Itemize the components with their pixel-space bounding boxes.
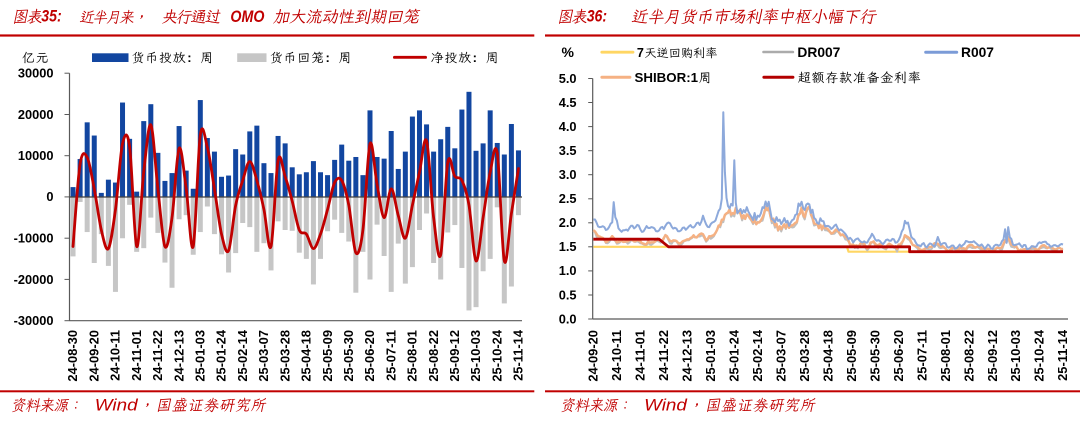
svg-text:-30000: -30000 — [14, 313, 54, 328]
svg-text:24-08-30: 24-08-30 — [65, 330, 80, 382]
svg-text:R007: R007 — [961, 45, 994, 60]
svg-text:3.0: 3.0 — [559, 167, 577, 182]
svg-text:10000: 10000 — [18, 148, 54, 163]
svg-text:3.5: 3.5 — [559, 143, 577, 158]
svg-text:25-06-20: 25-06-20 — [362, 330, 377, 382]
svg-text:25-05-30: 25-05-30 — [867, 330, 882, 382]
svg-text::: : — [326, 50, 330, 65]
svg-text:25-07-11: 25-07-11 — [914, 330, 929, 381]
svg-text:2.5: 2.5 — [559, 191, 577, 206]
svg-text:0: 0 — [46, 189, 53, 204]
svg-text:Wind: Wind — [644, 396, 688, 415]
svg-text:24-12-13: 24-12-13 — [171, 330, 186, 382]
svg-text:%: % — [562, 44, 575, 60]
svg-text::: : — [187, 50, 191, 65]
svg-text:25-02-14: 25-02-14 — [235, 329, 250, 381]
svg-text:1.0: 1.0 — [559, 263, 577, 278]
svg-text:OMO: OMO — [230, 8, 264, 26]
svg-text:20000: 20000 — [18, 107, 54, 122]
svg-text:25-11-14: 25-11-14 — [1055, 329, 1070, 381]
svg-text:25-03-07: 25-03-07 — [256, 330, 271, 382]
svg-text:-10000: -10000 — [14, 231, 54, 246]
svg-text:24-09-20: 24-09-20 — [86, 330, 101, 382]
svg-text:25-09-12: 25-09-12 — [985, 330, 1000, 382]
svg-text:25-03-28: 25-03-28 — [797, 330, 812, 382]
svg-text:24-11-01: 24-11-01 — [633, 330, 648, 381]
svg-text:25-04-18: 25-04-18 — [820, 330, 835, 382]
svg-text:25-03-28: 25-03-28 — [277, 330, 292, 382]
svg-text:25-01-24: 25-01-24 — [727, 329, 742, 381]
svg-text:24-11-22: 24-11-22 — [656, 330, 671, 381]
svg-text:25-07-11: 25-07-11 — [383, 330, 398, 381]
svg-text:25-02-14: 25-02-14 — [750, 329, 765, 381]
svg-text:35:: 35: — [41, 8, 61, 26]
svg-text:25-05-09: 25-05-09 — [320, 330, 335, 382]
svg-text:24-11-22: 24-11-22 — [150, 330, 165, 381]
svg-text:24-12-13: 24-12-13 — [680, 330, 695, 382]
svg-text:25-03-07: 25-03-07 — [773, 330, 788, 382]
svg-text:0.5: 0.5 — [559, 287, 577, 302]
svg-text:25-09-12: 25-09-12 — [447, 330, 462, 382]
svg-text:25-06-20: 25-06-20 — [891, 330, 906, 382]
svg-text:4.5: 4.5 — [559, 95, 577, 110]
svg-text:25-10-03: 25-10-03 — [1008, 330, 1023, 382]
svg-text:25-05-30: 25-05-30 — [341, 330, 356, 382]
svg-text:25-08-22: 25-08-22 — [961, 330, 976, 382]
svg-text:4.0: 4.0 — [559, 119, 577, 134]
svg-text:24-10-11: 24-10-11 — [609, 330, 624, 381]
svg-text:24-09-20: 24-09-20 — [586, 330, 601, 382]
svg-text:Wind: Wind — [95, 396, 139, 415]
svg-text:25-08-01: 25-08-01 — [405, 330, 420, 382]
svg-text:25-01-03: 25-01-03 — [703, 330, 718, 382]
svg-text:24-10-11: 24-10-11 — [108, 330, 123, 381]
svg-text:1.5: 1.5 — [559, 239, 577, 254]
svg-text:SHIBOR:1: SHIBOR:1 — [635, 70, 699, 85]
svg-text:36:: 36: — [587, 8, 607, 26]
svg-text:25-08-01: 25-08-01 — [938, 330, 953, 382]
svg-text:24-11-01: 24-11-01 — [129, 330, 144, 381]
svg-text::: : — [473, 50, 477, 65]
svg-text:25-05-09: 25-05-09 — [844, 330, 859, 382]
svg-text:DR007: DR007 — [797, 45, 840, 60]
svg-text:30000: 30000 — [18, 66, 54, 81]
svg-text:7: 7 — [637, 46, 644, 60]
svg-text:25-10-24: 25-10-24 — [1032, 329, 1047, 381]
svg-text:-20000: -20000 — [14, 272, 54, 287]
svg-text:25-10-24: 25-10-24 — [490, 329, 505, 381]
svg-text:25-11-14: 25-11-14 — [511, 329, 526, 381]
svg-text:25-01-24: 25-01-24 — [214, 329, 229, 381]
svg-text:2.0: 2.0 — [559, 215, 577, 230]
svg-text:5.0: 5.0 — [559, 71, 577, 86]
svg-text:25-08-22: 25-08-22 — [426, 330, 441, 382]
svg-text:0.0: 0.0 — [559, 311, 577, 326]
svg-text:25-01-03: 25-01-03 — [193, 330, 208, 382]
svg-text:25-10-03: 25-10-03 — [468, 330, 483, 382]
svg-text:25-04-18: 25-04-18 — [299, 330, 314, 382]
